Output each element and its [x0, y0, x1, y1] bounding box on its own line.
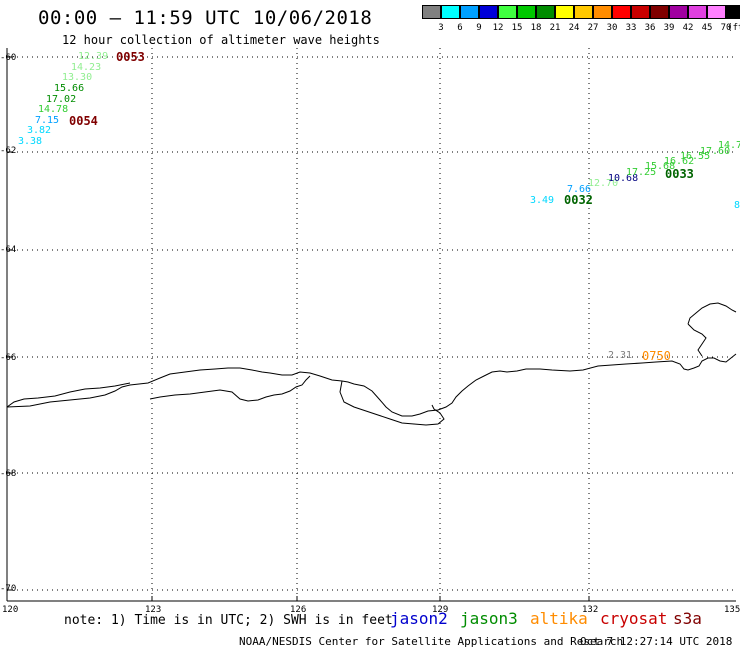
- swh-value: 15.66: [54, 83, 85, 94]
- legend-swatch: [574, 5, 593, 19]
- page-subtitle: 12 hour collection of altimeter wave hei…: [62, 33, 380, 47]
- swh-value: 3.49: [530, 195, 555, 206]
- lat-label-64: -64: [0, 245, 17, 255]
- legend-value-label: 27: [587, 23, 599, 33]
- lon-label-132: 132: [582, 605, 599, 615]
- coastline-inlet: [6, 382, 131, 408]
- legend-value-label: 70: [720, 23, 732, 33]
- legend-value-label: 36: [644, 23, 656, 33]
- lat-label-70: -70: [0, 584, 17, 594]
- satellite-jason3: jason3: [460, 609, 518, 628]
- legend-swatch: [441, 5, 460, 19]
- legend-unit-label: (ft): [727, 23, 740, 33]
- swh-value: 14.7: [718, 140, 740, 151]
- satellite-altika: altika: [530, 609, 588, 628]
- swh-value: 12.70: [588, 178, 619, 189]
- legend-swatch: [479, 5, 498, 19]
- legend-value-label: 3: [438, 23, 444, 33]
- swh-value: 16.62: [664, 156, 695, 167]
- swh-value: 3.82: [27, 125, 52, 136]
- legend-swatch: [536, 5, 555, 19]
- legend-swatch: [650, 5, 669, 19]
- legend-value-label: 42: [682, 23, 694, 33]
- legend-swatch: [726, 5, 740, 19]
- map-frame: [6, 48, 736, 602]
- satellite-jason2: jason2: [390, 609, 448, 628]
- swh-value: 13.30: [62, 72, 93, 83]
- lon-label-126: 126: [290, 605, 307, 615]
- legend-value-label: 18: [530, 23, 542, 33]
- legend-swatch: [612, 5, 631, 19]
- credit-line: NOAA/NESDIS Center for Satellite Applica…: [239, 635, 624, 648]
- pass-time-label: 0054: [69, 114, 98, 128]
- legend-swatch: [460, 5, 479, 19]
- legend-value-label: 33: [625, 23, 637, 33]
- lat-label-68: -68: [0, 469, 17, 479]
- lat-label-66: -66: [0, 353, 17, 363]
- lon-label-123: 123: [145, 605, 162, 615]
- lat-label-62: -62: [0, 146, 17, 156]
- legend-swatch: [555, 5, 574, 19]
- coastline-east-bay: [687, 323, 707, 357]
- footer-note: note: 1) Time is in UTC; 2) SWH is in fe…: [64, 613, 393, 628]
- swh-value: 2.31: [608, 350, 633, 361]
- swh-value: 16.55: [680, 151, 711, 162]
- swh-value: 17.60: [700, 146, 731, 157]
- pass-time-label: 0750: [642, 349, 671, 363]
- legend-swatch: [593, 5, 612, 19]
- satellite-s3a: s3a: [673, 609, 702, 628]
- swh-value: 17.25: [626, 167, 657, 178]
- swh-value: 15.68: [645, 161, 676, 172]
- legend-value-label: 15: [511, 23, 523, 33]
- lon-label-120: 120: [2, 605, 19, 615]
- legend-value-label: 24: [568, 23, 580, 33]
- legend-swatch: [631, 5, 650, 19]
- legend-swatch: [669, 5, 688, 19]
- swh-value: 10.68: [608, 173, 639, 184]
- swh-value-edge: 8: [734, 200, 740, 211]
- coastline-east-island: [687, 302, 737, 325]
- graticule-ticks: [7, 56, 590, 601]
- swh-value: 14.78: [38, 104, 69, 115]
- legend-value-label: 39: [663, 23, 675, 33]
- lat-label-60: -60: [0, 53, 17, 63]
- legend-value-label: 6: [457, 23, 463, 33]
- antarctic-coastline: [6, 353, 737, 417]
- swh-value: 7.15: [35, 115, 60, 126]
- swh-value: 14.23: [71, 62, 102, 73]
- legend-value-label: 9: [476, 23, 482, 33]
- legend-value-label: 45: [701, 23, 713, 33]
- pass-time-label: 0033: [665, 167, 694, 181]
- swh-value: 17.02: [46, 94, 77, 105]
- legend-swatch: [517, 5, 536, 19]
- graticule-grid: [7, 48, 736, 601]
- coastline-peninsula: [339, 380, 445, 426]
- swh-value: 7.66: [567, 184, 592, 195]
- satellite-cryosat: cryosat: [600, 609, 668, 628]
- lon-label-135: 135: [724, 605, 740, 615]
- legend-swatch: [707, 5, 726, 19]
- pass-time-label: 0053: [116, 50, 145, 64]
- generated-timestamp: Oct 7 12:27:14 UTC 2018: [580, 635, 733, 648]
- swh-value: 12.39: [78, 51, 109, 62]
- legend-value-label: 21: [549, 23, 561, 33]
- legend-value-label: 12: [492, 23, 504, 33]
- pass-time-label: 0032: [564, 193, 593, 207]
- legend-swatch: [422, 5, 441, 19]
- legend-swatch: [688, 5, 707, 19]
- legend-swatch: [498, 5, 517, 19]
- lon-label-129: 129: [432, 605, 449, 615]
- legend-value-label: 30: [606, 23, 618, 33]
- coastline-glacier-tongue: [149, 375, 311, 402]
- swh-value: 3.38: [18, 136, 43, 147]
- page-title: 00:00 – 11:59 UTC 10/06/2018: [38, 7, 373, 29]
